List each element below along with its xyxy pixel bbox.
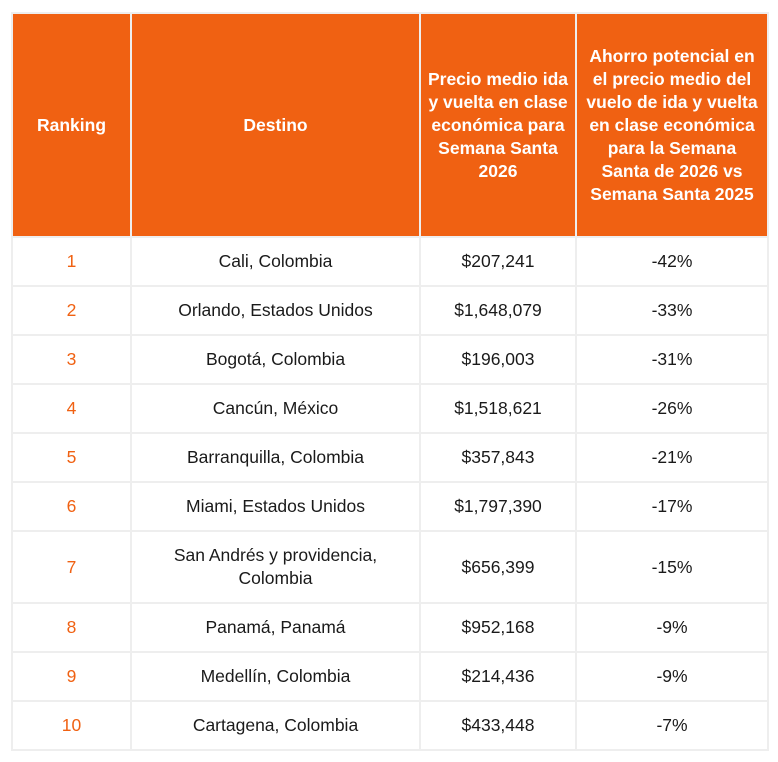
table-row: 2 Orlando, Estados Unidos $1,648,079 -33… (11, 285, 769, 336)
header-ranking: Ranking (11, 12, 132, 238)
price-cell: $196,003 (419, 334, 577, 385)
savings-cell: -31% (575, 334, 769, 385)
price-cell: $214,436 (419, 651, 577, 702)
savings-cell: -9% (575, 651, 769, 702)
table-row: 6 Miami, Estados Unidos $1,797,390 -17% (11, 481, 769, 532)
price-cell: $952,168 (419, 602, 577, 653)
destination-cell: Bogotá, Colombia (130, 334, 421, 385)
header-destination: Destino (130, 12, 421, 238)
savings-cell: -7% (575, 700, 769, 751)
header-potential-savings: Ahorro potencial en el precio medio del … (575, 12, 769, 238)
destination-cell: Panamá, Panamá (130, 602, 421, 653)
destination-cell: Barranquilla, Colombia (130, 432, 421, 483)
savings-cell: -15% (575, 530, 769, 604)
header-average-price: Precio medio ida y vuelta en clase econó… (419, 12, 577, 238)
table-row: 3 Bogotá, Colombia $196,003 -31% (11, 334, 769, 385)
savings-cell: -21% (575, 432, 769, 483)
table-row: 4 Cancún, México $1,518,621 -26% (11, 383, 769, 434)
price-cell: $1,648,079 (419, 285, 577, 336)
rank-cell: 6 (11, 481, 132, 532)
rank-cell: 5 (11, 432, 132, 483)
ranking-table: Ranking Destino Precio medio ida y vuelt… (11, 12, 769, 751)
price-cell: $357,843 (419, 432, 577, 483)
price-cell: $207,241 (419, 236, 577, 287)
table-row: 5 Barranquilla, Colombia $357,843 -21% (11, 432, 769, 483)
table-row: 8 Panamá, Panamá $952,168 -9% (11, 602, 769, 653)
price-cell: $1,797,390 (419, 481, 577, 532)
savings-cell: -26% (575, 383, 769, 434)
destination-cell: Cancún, México (130, 383, 421, 434)
ranking-table-container: Ranking Destino Precio medio ida y vuelt… (11, 12, 769, 751)
savings-cell: -17% (575, 481, 769, 532)
savings-cell: -33% (575, 285, 769, 336)
rank-cell: 8 (11, 602, 132, 653)
rank-cell: 2 (11, 285, 132, 336)
rank-cell: 10 (11, 700, 132, 751)
destination-cell: Orlando, Estados Unidos (130, 285, 421, 336)
destination-cell: Miami, Estados Unidos (130, 481, 421, 532)
table-header-row: Ranking Destino Precio medio ida y vuelt… (11, 12, 769, 238)
price-cell: $433,448 (419, 700, 577, 751)
destination-cell: Medellín, Colombia (130, 651, 421, 702)
price-cell: $656,399 (419, 530, 577, 604)
price-cell: $1,518,621 (419, 383, 577, 434)
savings-cell: -42% (575, 236, 769, 287)
destination-cell: Cali, Colombia (130, 236, 421, 287)
table-row: 10 Cartagena, Colombia $433,448 -7% (11, 700, 769, 751)
rank-cell: 3 (11, 334, 132, 385)
rank-cell: 9 (11, 651, 132, 702)
savings-cell: -9% (575, 602, 769, 653)
table-row: 9 Medellín, Colombia $214,436 -9% (11, 651, 769, 702)
destination-cell: San Andrés y providencia, Colombia (130, 530, 421, 604)
destination-cell: Cartagena, Colombia (130, 700, 421, 751)
table-row: 7 San Andrés y providencia, Colombia $65… (11, 530, 769, 604)
rank-cell: 1 (11, 236, 132, 287)
rank-cell: 4 (11, 383, 132, 434)
rank-cell: 7 (11, 530, 132, 604)
table-row: 1 Cali, Colombia $207,241 -42% (11, 236, 769, 287)
